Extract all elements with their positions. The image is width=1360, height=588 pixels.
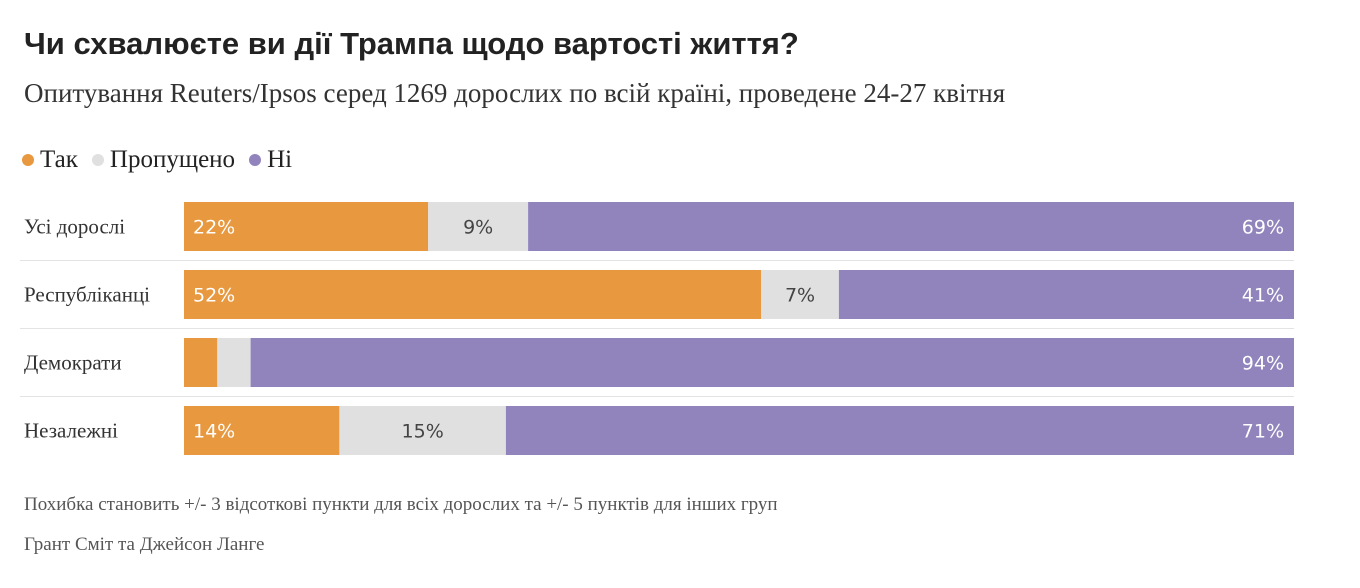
legend-label-no: Ні: [267, 146, 293, 173]
legend-dot-skipped: [91, 154, 104, 166]
bar-value-label: 69%: [1242, 217, 1284, 239]
chart-subtitle: Опитування Reuters/Ipsos серед 1269 доро…: [24, 78, 1006, 108]
bar-value-label: 14%: [193, 421, 235, 443]
bar-segment: [428, 202, 529, 251]
category-label: Республіканці: [24, 283, 150, 307]
legend-item-yes: Так: [22, 146, 78, 174]
category-label: Усі дорослі: [24, 215, 125, 239]
category-label: Демократи: [24, 351, 122, 375]
legend: Так Пропущено Ні: [22, 146, 306, 174]
legend-item-skipped: Пропущено: [91, 146, 236, 174]
bar-segment: [184, 202, 429, 251]
bar-segment: [339, 406, 506, 455]
bar-value-label: 7%: [785, 285, 815, 307]
legend-dot-yes: [22, 154, 34, 166]
bar-segment: [184, 406, 340, 455]
category-label: Незалежні: [24, 419, 118, 443]
legend-label-yes: Так: [40, 146, 78, 173]
bar-value-label: 71%: [1242, 421, 1284, 443]
stacked-bar-chart: Усі дорослі 22% 9% 69% Республіканці 52% 7% 41%…: [20, 202, 1295, 455]
bar-segment: [838, 270, 1294, 319]
legend-dot-no: [249, 154, 262, 166]
bar-value-label: 9%: [463, 217, 493, 239]
footnote-margin-of-error: Похибка становить +/- 3 відсоткові пункт…: [24, 494, 778, 515]
chart-title: Чи схвалюєте ви дії Трампа щодо вартості…: [24, 26, 799, 61]
bar-segment: [528, 202, 1294, 251]
bar-value-label: 94%: [1242, 353, 1284, 375]
bar-value-label: 52%: [193, 285, 235, 307]
bar-segment: [217, 338, 251, 387]
bar-segment: [505, 406, 1294, 455]
bar-segment: [761, 270, 839, 319]
bar-value-label: 22%: [193, 217, 235, 239]
bar-segment: [184, 270, 762, 319]
bar-value-label: 41%: [1242, 285, 1284, 307]
bar-value-label: 15%: [402, 421, 444, 443]
bar-segment: [250, 338, 1295, 387]
credit-authors: Грант Сміт та Джейсон Ланге: [24, 534, 265, 555]
legend-item-no: Ні: [249, 146, 292, 174]
bar-segment: [184, 338, 218, 387]
legend-label-skipped: Пропущено: [109, 146, 236, 173]
